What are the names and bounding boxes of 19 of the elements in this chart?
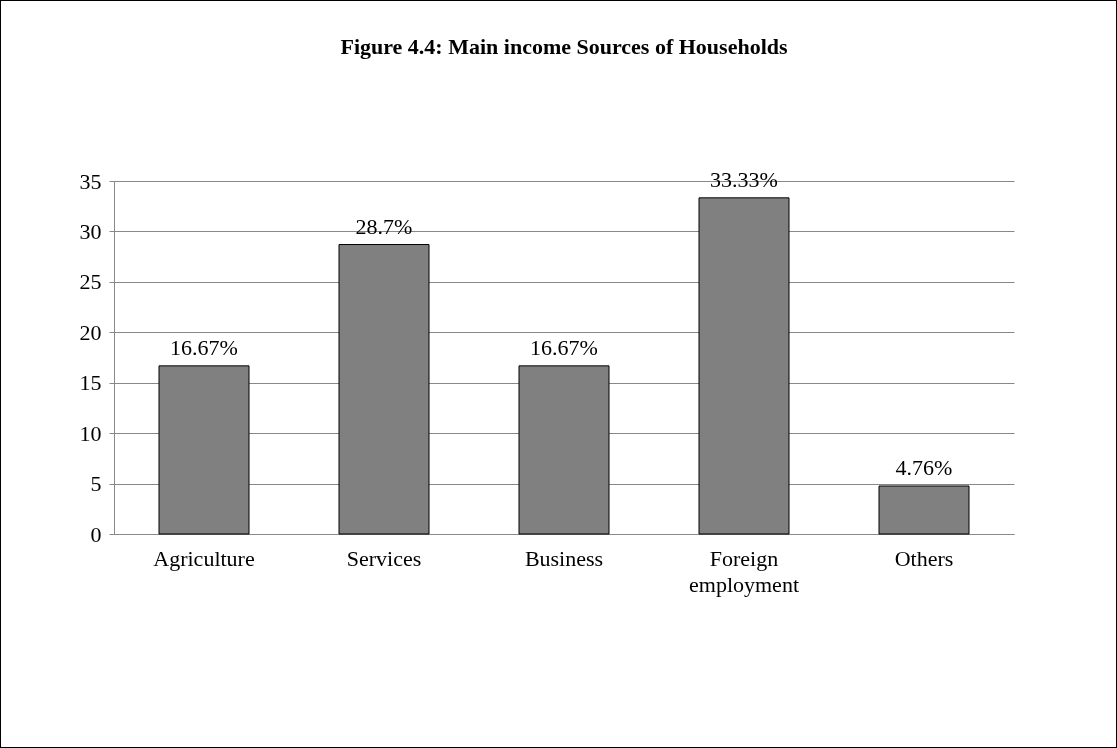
x-tick-label: Others [894, 545, 954, 571]
x-tick-label: Agriculture [153, 545, 255, 571]
y-tick-label: 15 [79, 370, 102, 396]
data-label: 28.7% [355, 213, 413, 239]
x-tick-label: Business [524, 545, 604, 571]
y-tick-label: 30 [79, 218, 102, 244]
data-label: 33.33% [710, 166, 778, 192]
data-label: 16.67% [170, 334, 238, 360]
y-tick-label: 25 [79, 269, 102, 295]
y-tick-label: 0 [90, 521, 102, 547]
y-tick-label: 10 [79, 420, 102, 446]
data-label: 16.67% [530, 334, 598, 360]
x-tick-label: Services [346, 545, 422, 571]
chart-title: Figure 4.4: Main income Sources of Households [340, 33, 788, 59]
x-tick-label: Foreign employment [689, 545, 799, 597]
y-tick-label: 20 [79, 319, 102, 345]
data-label: 4.76% [895, 454, 953, 480]
y-tick-label: 35 [79, 168, 102, 194]
y-tick-label: 5 [90, 471, 102, 497]
